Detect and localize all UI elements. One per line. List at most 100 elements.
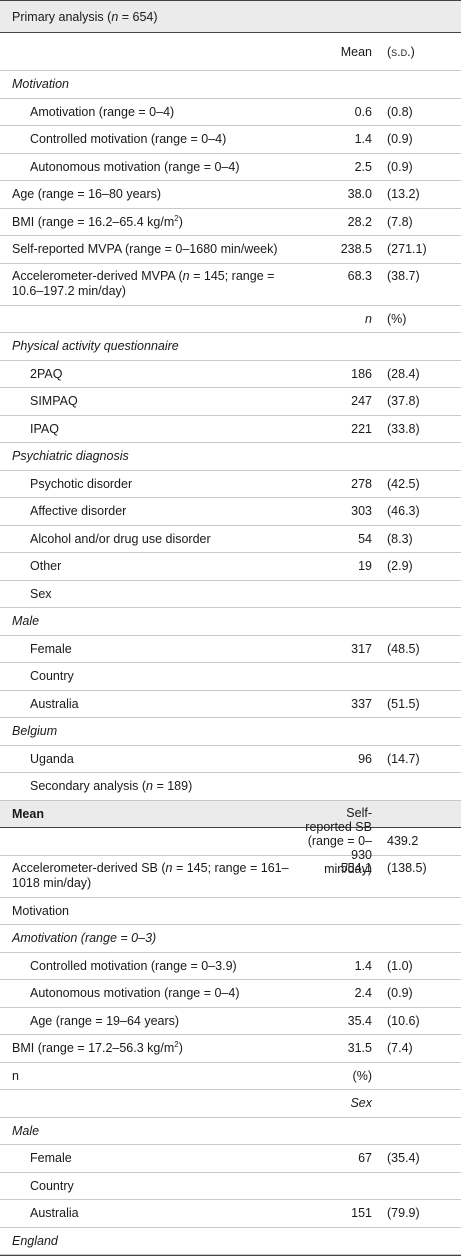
column-header: Self-reported SB (range = 0–930 min/day) (305, 806, 372, 877)
mean-cell: 278 (300, 477, 372, 491)
mean-value: 38.0 (347, 187, 372, 202)
label-cell: Female (0, 1151, 300, 1165)
mean-cell: 67 (300, 1151, 372, 1165)
mean-cell: 68.3 (300, 269, 372, 284)
label-cell: n (0, 1069, 300, 1083)
label-text: = 189) (152, 779, 193, 794)
sd-value: (0.8) (387, 104, 413, 119)
table-row: Female 67 (35.4) (0, 1145, 461, 1173)
label-cell: BMI (range = 16.2–65.4 kg/m2) (0, 213, 300, 229)
table-row: Belgium (0, 718, 461, 746)
mean-value: 278 (351, 476, 372, 491)
sd-value: (7.4) (387, 1041, 413, 1056)
label-cell: Uganda (0, 752, 300, 766)
italic-text: n (182, 268, 190, 283)
mean-value: 247 (351, 394, 372, 409)
table-row: Psychiatric diagnosis (0, 443, 461, 471)
label-text: Psychotic disorder (30, 476, 133, 491)
sd-cell: (138.5) (372, 861, 427, 876)
label-text: IPAQ (30, 421, 59, 436)
table-row: Secondary analysis (n = 189) (0, 773, 461, 801)
label-text: = 654) (118, 9, 158, 24)
sd-value: (37.8) (387, 394, 420, 409)
mean-cell: Sex (300, 1096, 372, 1110)
label-cell: Other (0, 559, 300, 573)
label-text: Affective disorder (30, 504, 127, 519)
table-row: BMI (range = 16.2–65.4 kg/m2) 28.2 (7.8) (0, 209, 461, 236)
sd-cell: (35.4) (372, 1151, 420, 1165)
mean-value: 54 (358, 531, 372, 546)
table-row: Male (0, 1118, 461, 1145)
table-row: Self-reported MVPA (range = 0–1680 min/w… (0, 236, 461, 264)
mean-value: 303 (351, 504, 372, 519)
table-row: Other 19 (2.9) (0, 553, 461, 581)
category-label: Psychiatric diagnosis (12, 449, 129, 464)
label-text: Alcohol and/or drug use disorder (30, 531, 211, 546)
table-row: Sex (0, 1090, 461, 1118)
italic-text: n (146, 779, 153, 794)
sd-value: (28.4) (387, 366, 420, 381)
mean-cell: 2.5 (300, 160, 372, 174)
mean-value: 151 (351, 1206, 372, 1221)
sd-cell: (46.3) (372, 504, 420, 518)
label-cell: Affective disorder (0, 504, 300, 518)
label-text: Autonomous motivation (range = 0–4) (30, 159, 240, 174)
category-label: Male (12, 614, 40, 629)
label-cell: Physical activity questionnaire (0, 339, 300, 353)
mean-cell: 317 (300, 642, 372, 656)
label-text: Secondary analysis ( (30, 779, 147, 794)
sd-value: (1.0) (387, 958, 413, 973)
mean-value: 2.5 (354, 159, 372, 174)
label-text: Controlled motivation (range = 0–3.9) (30, 958, 237, 973)
mean-cell: 54 (300, 532, 372, 546)
label-text: ) (178, 1041, 183, 1056)
table-row: Country (0, 663, 461, 691)
label-cell: Self-reported MVPA (range = 0–1680 min/w… (0, 242, 300, 256)
label-cell: Country (0, 669, 300, 683)
mean-value: (%) (352, 1068, 372, 1083)
label-text: Mean (12, 806, 44, 821)
label-cell: Motivation (0, 904, 300, 918)
label-text: Self-reported MVPA (range = 0–1680 min/w… (12, 242, 278, 257)
sd-value: (0.9) (387, 986, 413, 1001)
sd-cell: (79.9) (372, 1206, 420, 1220)
mean-value: 2.4 (354, 986, 372, 1001)
label-cell: Female (0, 642, 300, 656)
sd-value: (7.8) (387, 214, 413, 229)
label-cell: Autonomous motivation (range = 0–4) (0, 986, 300, 1000)
table-row: Uganda 96 (14.7) (0, 746, 461, 773)
table-row: Sex (0, 581, 461, 608)
label-cell: Accelerometer-derived MVPA (n = 145; ran… (0, 269, 300, 299)
label-cell: Age (range = 19–64 years) (0, 1014, 300, 1028)
mean-value: 238.5 (340, 242, 372, 257)
table-row: England (0, 1228, 461, 1255)
sd-cell: (s.d.) (372, 45, 415, 59)
superscript: 2 (174, 213, 179, 223)
sd-value: (10.6) (387, 1013, 420, 1028)
label-text: Other (30, 559, 62, 574)
sd-value: (46.3) (387, 504, 420, 519)
column-header: (s.d.) (387, 44, 415, 59)
label-text: Age (range = 16–80 years) (12, 187, 162, 202)
label-text: Country (30, 1178, 74, 1193)
label-text: Accelerometer-derived SB ( (12, 860, 166, 875)
label-text: ) (178, 214, 183, 229)
sd-cell: (37.8) (372, 394, 420, 408)
table-row: SIMPAQ 247 (37.8) (0, 388, 461, 416)
table-row: Psychotic disorder 278 (42.5) (0, 471, 461, 498)
table-row: Physical activity questionnaire (0, 333, 461, 361)
sd-cell: (0.8) (372, 105, 413, 119)
label-text: Amotivation (range = 0–4) (30, 104, 175, 119)
sd-value: (48.5) (387, 641, 420, 656)
label-cell: Age (range = 16–80 years) (0, 187, 300, 201)
mean-value: 221 (351, 421, 372, 436)
table-row: Age (range = 19–64 years) 35.4 (10.6) (0, 1008, 461, 1035)
column-header: (%) (387, 311, 407, 326)
table-row: Australia 337 (51.5) (0, 691, 461, 718)
mean-value: 31.5 (347, 1041, 372, 1056)
mean-cell: 19 (300, 559, 372, 573)
table-row: Male (0, 608, 461, 636)
column-header: 439.2 (387, 834, 419, 849)
mean-cell: 151 (300, 1206, 372, 1220)
